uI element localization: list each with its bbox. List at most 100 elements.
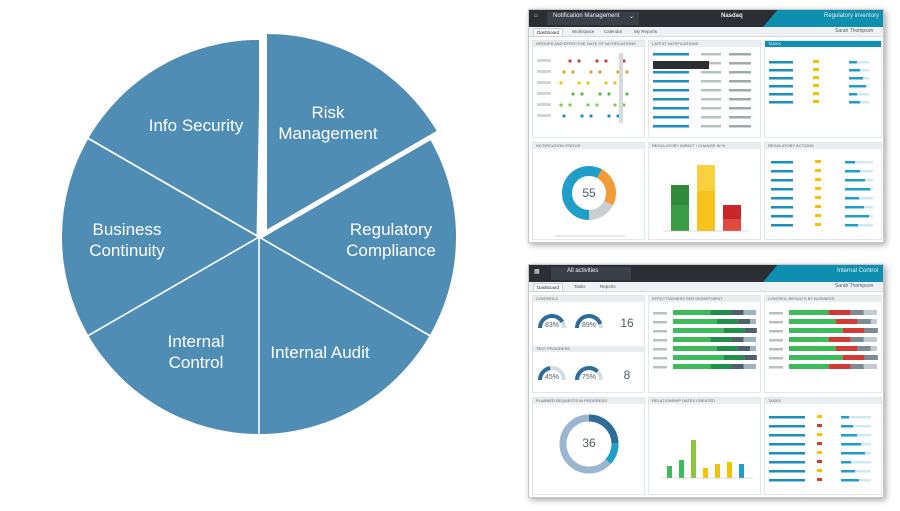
task-link <box>769 61 793 64</box>
timeline-dot <box>577 81 581 85</box>
status-fill <box>849 69 860 72</box>
status-fill <box>845 224 858 227</box>
timeline-dot <box>616 70 620 74</box>
wheel-separator <box>86 136 260 238</box>
timeline-dot <box>577 59 581 63</box>
notification-link <box>653 116 689 119</box>
row-label <box>537 70 551 73</box>
task-link <box>769 479 805 482</box>
bar <box>691 440 696 478</box>
timeline-dot <box>586 103 590 107</box>
task-link <box>769 77 793 80</box>
notification-link <box>653 125 689 128</box>
row-label <box>653 366 667 369</box>
bar <box>727 462 732 478</box>
priority-flag <box>817 451 822 454</box>
timeline-dot <box>625 70 629 74</box>
row-label <box>537 114 551 117</box>
chevron-down-icon: ⌄ <box>629 14 635 20</box>
notification-link <box>653 53 689 56</box>
tab-bar: Dashboard Workspace Calendar My Reports … <box>529 27 883 37</box>
stacked-bar-segment <box>673 319 717 324</box>
timeline-dot <box>613 81 617 85</box>
home-icon: ⌂ <box>534 13 538 19</box>
stacked-bar-segment <box>744 328 757 333</box>
status-track <box>849 61 869 64</box>
timeline-dot <box>589 70 593 74</box>
priority-flag <box>813 76 819 79</box>
timeline-dot <box>622 103 626 107</box>
app-title: All activities <box>567 268 599 274</box>
status-fill <box>841 416 849 419</box>
gauge-value-1: 83% <box>544 322 559 329</box>
row-label <box>769 348 783 351</box>
tab-dashboard: Dashboard <box>533 28 564 37</box>
task-link <box>769 434 805 437</box>
stacked-bar-segment <box>737 346 751 351</box>
stacked-bar-segment <box>710 310 732 315</box>
status-fill <box>841 470 855 473</box>
segment-label-risk-management: Risk Management <box>278 103 378 143</box>
bar <box>667 466 672 478</box>
gauge-fill <box>575 314 603 329</box>
panel-control-results: CONTROL RESULTS BY BUSINESS <box>764 295 882 393</box>
segment-label-internal-control: Internal Control <box>168 332 225 372</box>
row-label <box>537 92 551 95</box>
notification-link <box>653 98 689 101</box>
priority-flag <box>817 460 822 463</box>
gauge-fill <box>538 366 551 381</box>
action-link <box>771 224 793 227</box>
timeline-dot <box>595 59 599 63</box>
timeline-dot <box>589 114 593 118</box>
stacked-bar-segment <box>789 337 829 342</box>
panel-relationship-dates: RELATIONSHIP DATES CREATED <box>648 397 761 495</box>
notification-date <box>701 116 721 119</box>
priority-flag <box>815 196 821 199</box>
tab-calendar: Calendar <box>604 29 623 34</box>
stacked-bar-segment <box>864 355 878 360</box>
status-fill <box>841 434 857 437</box>
status-fill <box>849 77 863 80</box>
priority-flag <box>813 100 819 103</box>
user-name: Sarah Thompson <box>835 28 874 34</box>
stacked-bar-segment <box>850 337 864 342</box>
stacked-bar-segment <box>743 364 756 369</box>
app-header: ▦ All activities Internal Control <box>529 265 883 282</box>
timeline-dot <box>607 114 611 118</box>
wheel-segment-business-continuity <box>88 40 259 237</box>
module-name: Regulatory inventory <box>824 13 880 19</box>
tab-workspace: Workspace <box>572 29 595 34</box>
priority-flag <box>815 223 821 226</box>
priority-flag <box>817 424 822 427</box>
stacked-bar-segment <box>789 355 843 360</box>
notification-type <box>729 53 751 56</box>
stacked-bar-segment <box>835 319 858 324</box>
notification-type <box>729 80 751 83</box>
notification-type <box>729 98 751 101</box>
status-fill <box>845 188 870 191</box>
app-header: ⌂ Notification Management ⌄ Nasdaq Regul… <box>529 10 883 27</box>
timeline-dot <box>559 81 563 85</box>
tab-reports: My Reports <box>634 29 658 34</box>
timeline-dot <box>598 92 602 96</box>
status-track <box>849 93 869 96</box>
segment-label-internal-audit: Internal Audit <box>270 343 370 362</box>
stacked-bar-segment <box>842 328 865 333</box>
action-link <box>771 179 793 182</box>
action-link <box>771 188 793 191</box>
stacked-bar-segment <box>863 364 877 369</box>
apps-grid-icon: ▦ <box>534 269 540 275</box>
panel-regulatory-impact: REGULATORY IMPACT / CHANGE IN % <box>648 142 761 240</box>
notification-link <box>653 71 689 74</box>
priority-flag <box>817 433 822 436</box>
timeline-dot <box>625 92 629 96</box>
test-count: 8 <box>623 368 631 382</box>
wheel-segments <box>62 34 456 434</box>
tab-bar: Dashboard Tasks Reports Sarah Thompson <box>529 282 883 292</box>
wheel-segment-internal-audit <box>88 237 259 434</box>
notification-date <box>701 53 721 56</box>
timeline-dot <box>568 59 572 63</box>
panel-notification-status: NOTIFICATION STATUS 55 <box>532 142 645 240</box>
wheel-segment-internal-control <box>62 138 260 336</box>
status-fill <box>841 461 851 464</box>
